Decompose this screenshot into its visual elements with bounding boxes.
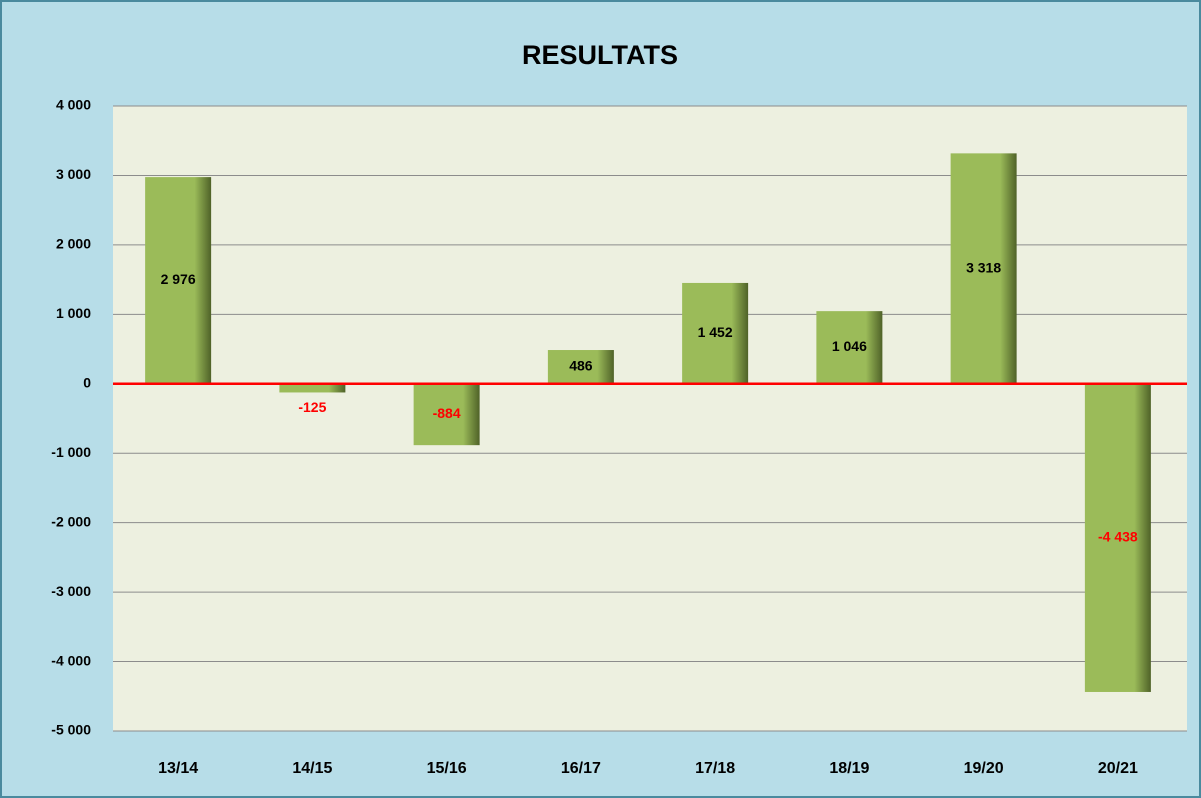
y-tick-label: -1 000 <box>51 444 91 460</box>
bar <box>279 383 346 393</box>
data-label: 1 046 <box>832 338 867 354</box>
bar <box>413 383 480 446</box>
y-tick-label: 3 000 <box>56 166 91 182</box>
x-tick-label: 17/18 <box>695 760 735 777</box>
x-tick-label: 13/14 <box>158 760 198 777</box>
data-label: -884 <box>433 405 461 421</box>
bar <box>547 350 614 384</box>
chart-title: RESULTATS <box>522 40 678 70</box>
y-tick-label: 4 000 <box>56 97 91 113</box>
data-label: 1 452 <box>698 324 733 340</box>
x-tick-label: 14/15 <box>292 760 332 777</box>
data-label: -4 438 <box>1098 529 1138 545</box>
bar <box>1084 383 1151 692</box>
data-label: -125 <box>298 399 326 415</box>
data-label: 3 318 <box>966 259 1001 275</box>
bar <box>682 282 749 384</box>
y-tick-label: 1 000 <box>56 305 91 321</box>
plot-area <box>113 106 1187 731</box>
y-tick-label: -2 000 <box>51 513 91 529</box>
y-tick-label: 2 000 <box>56 236 91 252</box>
bar <box>950 153 1017 384</box>
y-tick-label: -3 000 <box>51 583 91 599</box>
x-tick-label: 19/20 <box>964 760 1004 777</box>
bar <box>145 177 212 384</box>
x-tick-label: 16/17 <box>561 760 601 777</box>
x-tick-label: 20/21 <box>1098 760 1138 777</box>
data-label: 2 976 <box>161 271 196 287</box>
bar <box>816 311 883 384</box>
x-tick-label: 18/19 <box>829 760 869 777</box>
data-label: 486 <box>569 358 593 374</box>
y-tick-label: -4 000 <box>51 652 91 668</box>
y-tick-label: -5 000 <box>51 722 91 738</box>
x-tick-label: 15/16 <box>427 760 467 777</box>
y-tick-label: 0 <box>83 374 91 390</box>
